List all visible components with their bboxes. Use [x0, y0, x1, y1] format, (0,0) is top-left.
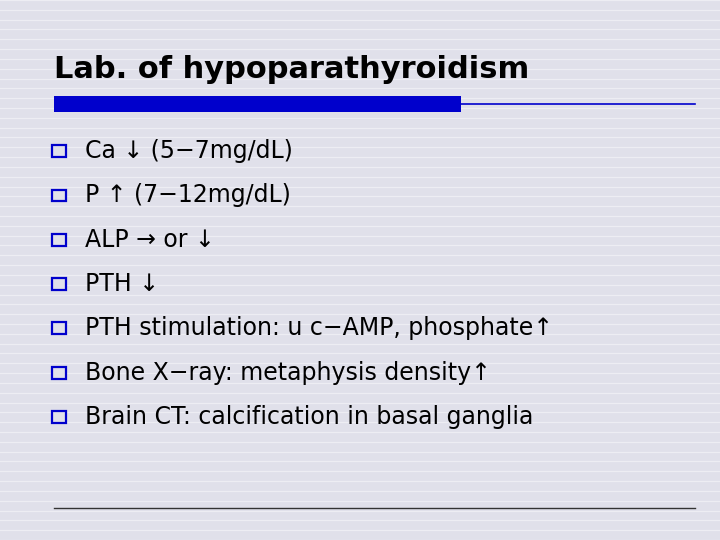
Bar: [52, 322, 66, 334]
Text: PTH ↓: PTH ↓: [85, 272, 159, 296]
Text: PTH stimulation: u c−AMP, phosphate↑: PTH stimulation: u c−AMP, phosphate↑: [85, 316, 553, 340]
Bar: [54, 96, 461, 112]
Bar: [52, 190, 66, 201]
Text: Ca ↓ (5−7mg/dL): Ca ↓ (5−7mg/dL): [85, 139, 293, 163]
Bar: [52, 145, 66, 157]
Text: P ↑ (7−12mg/dL): P ↑ (7−12mg/dL): [85, 184, 291, 207]
Bar: [52, 234, 66, 246]
Text: ALP → or ↓: ALP → or ↓: [85, 228, 215, 252]
Text: Lab. of hypoparathyroidism: Lab. of hypoparathyroidism: [54, 55, 529, 84]
Bar: [52, 411, 66, 423]
Text: Brain CT: calcification in basal ganglia: Brain CT: calcification in basal ganglia: [85, 405, 534, 429]
Bar: [52, 278, 66, 290]
Text: Bone X−ray: metaphysis density↑: Bone X−ray: metaphysis density↑: [85, 361, 491, 384]
Bar: [52, 367, 66, 379]
